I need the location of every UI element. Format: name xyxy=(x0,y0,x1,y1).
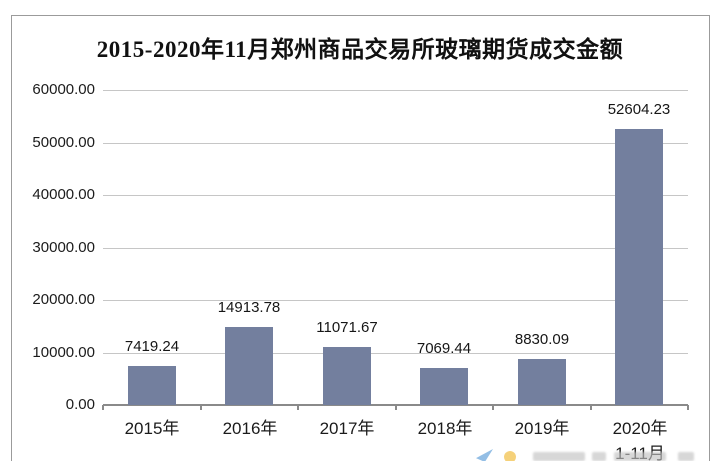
gridline xyxy=(103,90,688,91)
x-axis-tick xyxy=(687,405,689,410)
gridline xyxy=(103,300,688,301)
y-axis-tick-label: 60000.00 xyxy=(32,81,95,98)
x-axis-label: 2020年 1-11月 xyxy=(612,419,668,461)
gridline xyxy=(103,143,688,144)
bar-value-label: 8830.09 xyxy=(514,331,570,348)
bar-value-label: 14913.78 xyxy=(217,299,281,316)
x-axis-label: 2015年 xyxy=(124,419,180,438)
x-axis-label: 2019年 xyxy=(514,419,570,438)
bar xyxy=(323,347,371,405)
x-axis-tick xyxy=(395,405,397,410)
gridline xyxy=(103,195,688,196)
bar-value-label: 11071.67 xyxy=(316,319,378,336)
y-axis-tick-label: 20000.00 xyxy=(32,291,95,308)
bar-value-label: 52604.23 xyxy=(607,101,671,118)
x-axis-label: 2016年 xyxy=(222,419,278,438)
bar xyxy=(420,368,468,405)
x-axis-tick xyxy=(200,405,202,410)
chart-title: 2015-2020年11月郑州商品交易所玻璃期货成交金额 xyxy=(96,37,624,62)
y-axis-tick-label: 40000.00 xyxy=(32,186,95,203)
gridline xyxy=(103,248,688,249)
gridline xyxy=(103,353,688,354)
y-axis-tick-label: 0.00 xyxy=(65,396,95,413)
x-axis-label: 2018年 xyxy=(417,419,473,438)
bar xyxy=(615,129,663,405)
x-axis-tick xyxy=(492,405,494,410)
x-axis-label: 2017年 xyxy=(319,419,375,438)
plot-area xyxy=(103,90,688,406)
x-axis-tick xyxy=(297,405,299,410)
bar xyxy=(128,366,176,405)
y-axis-tick-label: 50000.00 xyxy=(32,134,95,151)
bar xyxy=(518,359,566,405)
bar xyxy=(225,327,273,405)
x-axis-tick xyxy=(590,405,592,410)
bar-value-label: 7419.24 xyxy=(124,338,180,355)
x-axis-tick xyxy=(102,405,104,410)
bar-value-label: 7069.44 xyxy=(416,340,472,357)
y-axis-tick-label: 10000.00 xyxy=(32,344,95,361)
y-axis-tick-label: 30000.00 xyxy=(32,239,95,256)
